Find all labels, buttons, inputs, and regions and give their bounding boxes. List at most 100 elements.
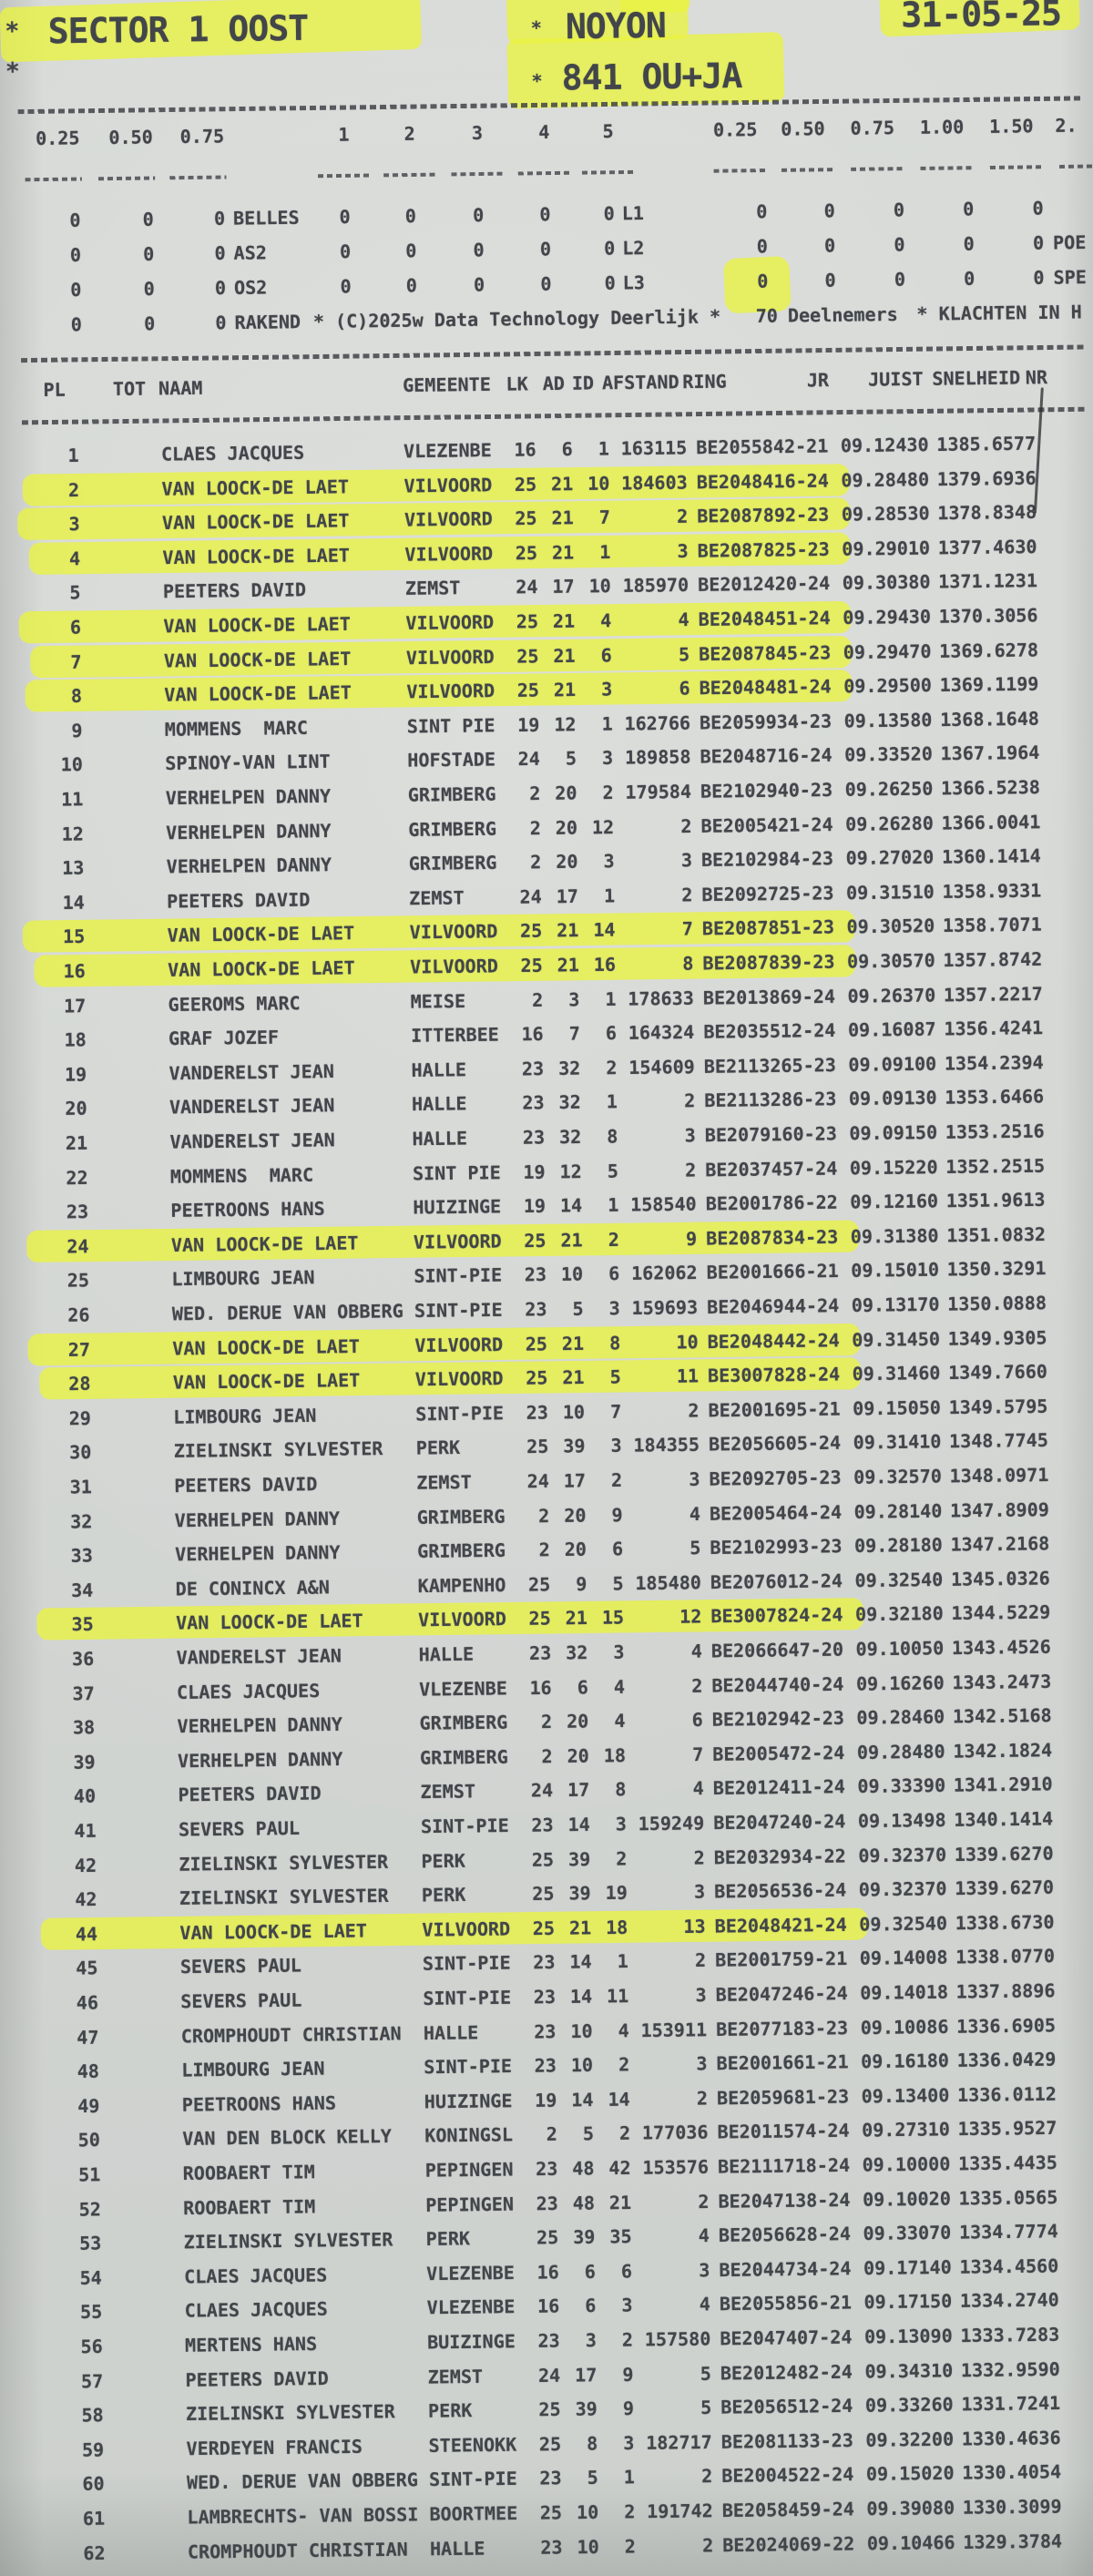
cell-afstand: 3 xyxy=(695,1983,707,2007)
stats-value: 0 xyxy=(823,199,835,222)
cell-lk: 16 xyxy=(521,1023,544,1046)
cell-ring: BE2087839-23 xyxy=(702,950,835,975)
stats-pool-label: AS2 xyxy=(233,241,267,264)
stats-mid-col-header: 2 xyxy=(403,122,415,145)
cell-afstand: 5 xyxy=(690,1537,701,1559)
cell-gemeente: BOORTMEE xyxy=(429,2501,518,2526)
cell-lk: 25 xyxy=(527,1573,551,1596)
cell-ring: BE2047240-24 xyxy=(713,1810,846,1835)
cell-snelheid: 1339.6270 xyxy=(954,1842,1054,1866)
cell-snelheid: 1334.4560 xyxy=(959,2254,1059,2278)
cell-afstand: 3 xyxy=(680,849,693,872)
cell-lk: 25 xyxy=(519,919,543,943)
cell-ring: BE2048716-24 xyxy=(700,744,833,769)
stats-value: 0 xyxy=(604,271,616,294)
column-header-id: ID xyxy=(571,372,595,394)
cell-juist: 09.13580 xyxy=(843,708,933,732)
cell-juist: 09.15220 xyxy=(849,1155,938,1179)
cell-snelheid: 1377.4630 xyxy=(937,535,1037,559)
cell-gemeente: GRIMBERG xyxy=(407,782,496,806)
stats-mid-col-header: 1 xyxy=(338,123,350,146)
cell-ad: 48 xyxy=(572,2157,595,2180)
cell-id: 6 xyxy=(611,1538,624,1560)
cell-id: 4 xyxy=(614,1710,626,1733)
cell-gemeente: VLEZENBE xyxy=(426,2295,516,2319)
cell-juist: 09.28140 xyxy=(853,1499,943,1523)
cell-juist: 09.32180 xyxy=(854,1602,944,1626)
stats-mid-col-header: 4 xyxy=(538,120,550,144)
cell-juist: 09.32540 xyxy=(854,1568,944,1591)
cell-snelheid: 1379.6936 xyxy=(936,466,1037,490)
cell-id: 3 xyxy=(610,1435,622,1457)
cell-naam: VERHELPEN DANNY xyxy=(166,854,332,878)
cell-naam: SEVERS PAUL xyxy=(180,1988,302,2013)
cell-lk: 25 xyxy=(514,473,537,496)
cell-ring: BE2092725-23 xyxy=(701,882,834,906)
cell-afstand: 185970 xyxy=(622,574,690,598)
cell-snelheid: 1349.9305 xyxy=(947,1325,1047,1350)
stats-value: 0 xyxy=(339,205,351,229)
cell-snelheid: 1335.4435 xyxy=(957,2151,1057,2175)
cell-ring: BE2081133-23 xyxy=(720,2428,854,2453)
cell-afstand: 4 xyxy=(689,1502,701,1525)
stats-value: 0 xyxy=(143,277,155,301)
cell-naam: ZIELINSKI SYLVESTER xyxy=(179,1885,389,1910)
cell-pl: 9 xyxy=(71,719,83,741)
cell-gemeente: SINT-PIE xyxy=(422,1951,511,1976)
cell-ring: BE2077183-23 xyxy=(715,2016,849,2040)
cell-ring: BE2012482-24 xyxy=(720,2360,853,2385)
cell-juist: 09.13090 xyxy=(863,2325,953,2348)
cell-naam: ZIELINSKI SYLVESTER xyxy=(173,1437,383,1463)
cell-ring: BE2037457-24 xyxy=(705,1157,838,1181)
entry-star: * xyxy=(531,69,543,92)
cell-lk: 23 xyxy=(533,1951,556,1974)
cell-pl: 53 xyxy=(78,2232,102,2254)
cell-lk: 2 xyxy=(531,988,544,1011)
cell-ad: 21 xyxy=(553,644,576,667)
stats-pool-label: RAKEND xyxy=(234,311,301,334)
cell-naam: VAN LOOCK-DE LAET xyxy=(175,1610,363,1635)
cell-afstand: 191742 xyxy=(647,2499,713,2523)
cell-id: 3 xyxy=(603,850,615,873)
cell-lk: 25 xyxy=(526,1366,548,1389)
cell-id: 4 xyxy=(613,1675,626,1698)
cell-ring: BE2001661-21 xyxy=(716,2050,849,2075)
cell-snelheid: 1351.9613 xyxy=(945,1188,1046,1212)
cell-naam: LAMBRECHTS- VAN BOSSI xyxy=(187,2503,419,2529)
cell-afstand: 9 xyxy=(685,1227,698,1250)
cell-ad: 20 xyxy=(566,1710,589,1733)
cell-gemeente: ZEMST xyxy=(416,1470,472,1494)
cell-ring: BE3007828-24 xyxy=(707,1363,841,1387)
cell-juist: 09.16260 xyxy=(855,1671,945,1695)
entry-title: 841 OU+JA xyxy=(561,55,742,98)
stats-value: 0 xyxy=(894,268,906,291)
cell-ad: 10 xyxy=(562,1400,586,1424)
cell-snelheid: 1357.8742 xyxy=(943,947,1043,972)
cell-ad: 14 xyxy=(569,1985,593,2008)
cell-afstand: 3 xyxy=(693,1880,706,1903)
cell-pl: 44 xyxy=(75,1922,98,1946)
cell-id: 4 xyxy=(600,609,612,632)
cell-ring: BE2056512-24 xyxy=(720,2394,853,2418)
stats-right-col-header: 0.75 xyxy=(850,117,895,139)
cell-afstand: 182717 xyxy=(646,2430,712,2454)
cell-afstand: 3 xyxy=(699,2258,710,2282)
cell-afstand: 5 xyxy=(700,2396,712,2419)
cell-ad: 39 xyxy=(573,2225,596,2249)
cell-afstand: 159693 xyxy=(631,1296,699,1320)
cell-naam: PEETROONS HANS xyxy=(181,2091,337,2116)
cell-afstand: 185480 xyxy=(635,1570,702,1594)
cell-id: 2 xyxy=(606,1056,618,1079)
cell-naam: GEEROMS MARC xyxy=(168,991,301,1016)
cell-ad: 14 xyxy=(569,1950,592,1974)
cell-ad: 12 xyxy=(559,1160,582,1182)
cell-gemeente: HOFSTADE xyxy=(407,748,496,772)
cell-lk: 24 xyxy=(519,885,542,908)
cell-afstand: 162062 xyxy=(630,1262,698,1285)
cell-snelheid: 1334.7774 xyxy=(958,2220,1058,2244)
cell-lk: 16 xyxy=(536,2261,559,2284)
cell-snelheid: 1343.2473 xyxy=(952,1670,1052,1693)
cell-afstand: 184603 xyxy=(621,471,688,495)
cell-gemeente: VILVOORD xyxy=(405,645,495,669)
cell-snelheid: 1336.0429 xyxy=(956,2048,1057,2072)
